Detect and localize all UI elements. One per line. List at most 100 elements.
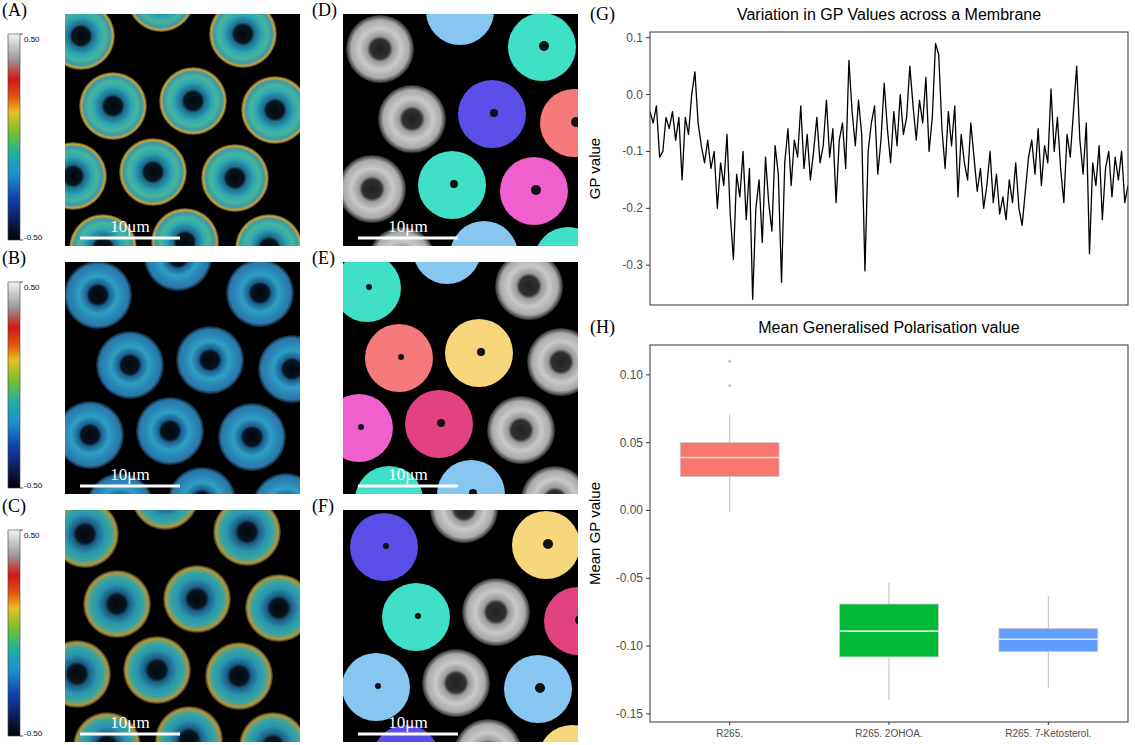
cell <box>159 67 227 135</box>
cell <box>235 214 300 246</box>
cell-centre <box>535 683 545 693</box>
panel-letter: (B) <box>2 248 26 269</box>
colorbar-tick <box>20 240 23 241</box>
cell-centre <box>415 613 421 619</box>
y-tick-label: -0.15 <box>616 707 644 721</box>
y-tick-label: 0.1 <box>626 31 643 45</box>
segmented-cell <box>343 262 401 322</box>
cell <box>131 510 199 530</box>
panel-letter: (C) <box>2 496 26 517</box>
y-tick <box>646 578 650 579</box>
panel-letter: (G) <box>590 4 615 25</box>
y-tick <box>646 37 650 38</box>
cell-centre <box>490 109 498 117</box>
cell <box>521 466 578 494</box>
cell <box>454 719 522 742</box>
y-tick-label: -0.05 <box>616 571 644 585</box>
lower-whisker <box>1048 651 1049 688</box>
y-tick-label: -0.2 <box>622 201 643 215</box>
y-tick-label: -0.1 <box>622 144 643 158</box>
cell <box>155 706 223 742</box>
cell <box>245 574 300 642</box>
micrograph <box>343 262 578 494</box>
micrograph <box>65 262 300 494</box>
cell <box>65 262 132 329</box>
upper-whisker <box>889 582 890 604</box>
colorbar-label: -0.50 <box>24 481 43 490</box>
cell <box>346 15 414 83</box>
y-tick-label: 0.10 <box>620 368 644 382</box>
cell <box>79 72 147 140</box>
segmented-cell <box>540 89 578 157</box>
median <box>840 630 939 632</box>
cell-centre <box>469 489 477 494</box>
cell <box>65 510 119 568</box>
plot-ground <box>650 32 1128 305</box>
lower-whisker <box>729 477 730 512</box>
upper-whisker <box>729 414 730 442</box>
cell-centre <box>450 180 458 188</box>
colorbar <box>8 34 20 240</box>
cell <box>96 331 164 399</box>
cell <box>422 649 490 717</box>
colorbar-label: 0.50 <box>24 531 40 540</box>
x-tick-label: R265. 7-Ketosterol. <box>1005 728 1091 739</box>
scale-bar <box>358 485 458 488</box>
cell <box>65 142 107 210</box>
scale-bar <box>80 733 180 736</box>
segmented-cell <box>500 157 568 225</box>
cell-centre <box>477 348 485 356</box>
segmented-cell <box>450 221 518 246</box>
micrograph <box>343 510 578 742</box>
figure: 10μm(A)0.50-0.5010μm(B)0.50-0.5010μm(C)0… <box>0 0 1135 745</box>
colorbar <box>8 282 20 488</box>
scale-bar <box>358 237 458 240</box>
cell-centre <box>358 424 364 430</box>
y-axis-title: GP value <box>586 138 603 199</box>
colorbar-tick <box>20 530 23 531</box>
scale-bar-label: 10μm <box>388 217 427 236</box>
box <box>840 604 939 657</box>
cell <box>495 262 563 320</box>
panel-letter: (D) <box>312 0 337 21</box>
cell <box>252 473 300 494</box>
plot-ground <box>650 345 1128 722</box>
cell-centre <box>575 615 578 625</box>
cell <box>151 208 219 246</box>
scale-bar-label: 10μm <box>388 465 427 484</box>
segmented-cell <box>365 324 433 392</box>
segmented-cell <box>418 151 486 219</box>
y-tick <box>646 151 650 152</box>
cell <box>430 510 498 543</box>
lower-whisker <box>889 657 890 700</box>
cell <box>119 138 187 206</box>
segmented-cell <box>437 460 505 494</box>
cell <box>487 396 555 464</box>
segmented-cell <box>504 655 572 723</box>
chart-title: Mean Generalised Polarisation value <box>758 319 1020 336</box>
cell <box>168 467 236 494</box>
x-tick-label: R265. 2OHOA. <box>855 728 922 739</box>
y-tick <box>646 646 650 647</box>
cell <box>201 144 269 212</box>
segmented-cell <box>413 262 481 284</box>
segmented-cell <box>350 513 418 581</box>
segmented-cell <box>343 394 393 462</box>
panel-letter: (A) <box>2 0 27 21</box>
cell <box>205 642 273 710</box>
cell <box>343 155 406 223</box>
segmented-cell <box>458 80 526 148</box>
plot-frame <box>650 32 1128 305</box>
cell-centre <box>398 354 404 360</box>
panel-letter: (E) <box>312 248 335 269</box>
cell <box>218 403 286 471</box>
colorbar-tick <box>20 282 23 283</box>
scale-bar-label: 10μm <box>388 713 427 732</box>
y-tick-label: 0.0 <box>626 88 643 102</box>
cell <box>209 14 277 68</box>
cell <box>226 262 294 327</box>
micrograph <box>65 14 300 246</box>
y-tick-label: -0.3 <box>622 258 643 272</box>
median <box>680 457 779 459</box>
micrograph <box>65 510 300 742</box>
